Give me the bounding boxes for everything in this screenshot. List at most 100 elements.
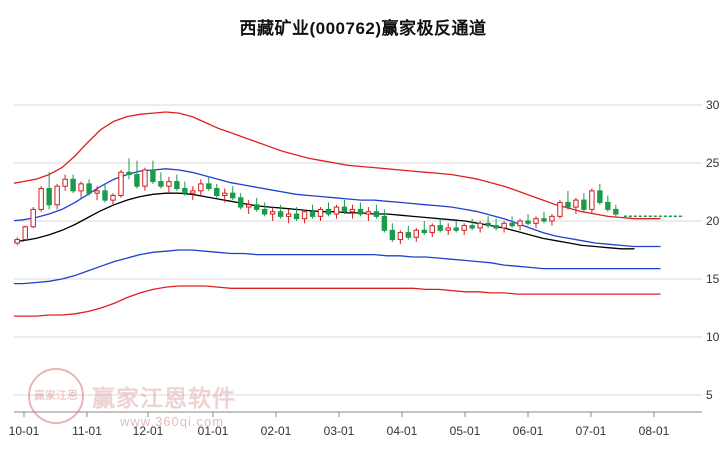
candle-body bbox=[118, 171, 124, 196]
candle-body bbox=[397, 232, 404, 241]
candle-body bbox=[501, 222, 507, 229]
candle-body bbox=[477, 222, 483, 229]
chart-plot-area bbox=[14, 48, 702, 420]
x-axis-label: 04-01 bbox=[386, 424, 418, 438]
candle-body bbox=[509, 222, 515, 227]
candle-body bbox=[613, 208, 619, 215]
candle-body bbox=[589, 190, 595, 210]
candle-body bbox=[525, 220, 531, 224]
candle-body bbox=[469, 225, 475, 229]
candle-body bbox=[293, 213, 300, 220]
candle-body bbox=[142, 169, 148, 187]
chart-canvas bbox=[14, 48, 702, 420]
candle-body bbox=[405, 232, 412, 238]
candle-body bbox=[485, 222, 491, 227]
x-axis-label: 08-01 bbox=[638, 424, 670, 438]
candle-body bbox=[533, 218, 539, 224]
candle-body bbox=[517, 220, 523, 227]
candle-body bbox=[437, 225, 443, 231]
candle-body bbox=[349, 208, 356, 213]
candle-body bbox=[222, 192, 228, 196]
candle-body bbox=[333, 206, 340, 215]
candle-body bbox=[174, 181, 180, 190]
candle-body bbox=[277, 211, 284, 217]
channel-line bbox=[14, 285, 661, 317]
candle-body bbox=[325, 208, 332, 215]
candle-body bbox=[166, 181, 172, 187]
x-axis-label: 12-01 bbox=[132, 424, 164, 438]
candle-body bbox=[230, 192, 236, 199]
y-axis-label: 15 bbox=[706, 272, 720, 286]
candle-body bbox=[238, 197, 244, 208]
candle-body bbox=[317, 208, 324, 217]
y-axis-label: 30 bbox=[706, 98, 720, 112]
y-axis-label: 10 bbox=[706, 330, 720, 344]
x-axis-label: 05-01 bbox=[449, 424, 481, 438]
candle-body bbox=[62, 178, 68, 187]
candle-body bbox=[198, 183, 204, 192]
candle-body bbox=[22, 226, 28, 241]
y-axis-label: 25 bbox=[706, 156, 720, 170]
watermark: 赢家江恩 赢家江恩软件 bbox=[28, 368, 236, 424]
candle-body bbox=[445, 227, 451, 231]
candle-body bbox=[78, 183, 84, 192]
candle-body bbox=[429, 225, 435, 234]
candle-body bbox=[453, 227, 459, 231]
watermark-seal: 赢家江恩 bbox=[28, 368, 84, 424]
chart-title: 西藏矿业(000762)赢家极反通道 bbox=[239, 19, 487, 38]
candle-body bbox=[30, 208, 36, 228]
y-axis-label: 20 bbox=[706, 214, 720, 228]
candle-body bbox=[261, 208, 268, 215]
candle-body bbox=[126, 171, 132, 176]
candle-body bbox=[46, 188, 52, 206]
candle-body bbox=[38, 188, 44, 210]
candle-body bbox=[54, 185, 60, 206]
candle-body bbox=[389, 229, 396, 241]
candle-body bbox=[269, 211, 276, 215]
candle-body bbox=[373, 211, 380, 217]
candle-body bbox=[285, 213, 292, 217]
candle-body bbox=[549, 215, 555, 222]
candle-body bbox=[341, 206, 348, 213]
candle-body bbox=[102, 190, 108, 201]
channel-line bbox=[14, 249, 661, 285]
x-axis-label: 10-01 bbox=[8, 424, 40, 438]
x-axis-label: 07-01 bbox=[575, 424, 607, 438]
watermark-url: www.360qi.com bbox=[120, 414, 225, 429]
x-axis-label: 02-01 bbox=[260, 424, 292, 438]
candle-body bbox=[541, 218, 547, 222]
candle-body bbox=[214, 188, 220, 196]
candle-body bbox=[158, 181, 164, 187]
candle-body bbox=[357, 208, 364, 215]
candle-body bbox=[301, 211, 308, 220]
watermark-text: 赢家江恩软件 bbox=[92, 385, 236, 411]
candle-body bbox=[14, 239, 20, 244]
candle-body bbox=[493, 225, 499, 229]
candle-body bbox=[190, 190, 196, 194]
x-axis-label: 03-01 bbox=[323, 424, 355, 438]
candle-body bbox=[70, 178, 76, 192]
candle-body bbox=[461, 225, 467, 231]
candle-body bbox=[245, 204, 252, 208]
candle-body bbox=[150, 169, 156, 183]
candle-body bbox=[421, 229, 427, 234]
candle-body bbox=[581, 199, 587, 210]
candle-body bbox=[206, 183, 212, 190]
candle-body bbox=[597, 190, 603, 203]
candle-body bbox=[182, 188, 188, 194]
candle-body bbox=[605, 201, 611, 210]
y-axis-label: 5 bbox=[706, 388, 713, 402]
candle-body bbox=[557, 201, 563, 217]
candle-body bbox=[309, 211, 316, 217]
candle-body bbox=[565, 201, 571, 208]
candle-body bbox=[365, 211, 372, 215]
x-axis-label: 01-01 bbox=[197, 424, 229, 438]
candle-body bbox=[94, 190, 100, 194]
channel-line bbox=[14, 111, 661, 220]
candle-body bbox=[573, 199, 579, 208]
candle-body bbox=[134, 174, 140, 187]
candle-body bbox=[381, 215, 388, 231]
x-axis-label: 11-01 bbox=[72, 424, 102, 438]
x-axis-label: 06-01 bbox=[512, 424, 544, 438]
